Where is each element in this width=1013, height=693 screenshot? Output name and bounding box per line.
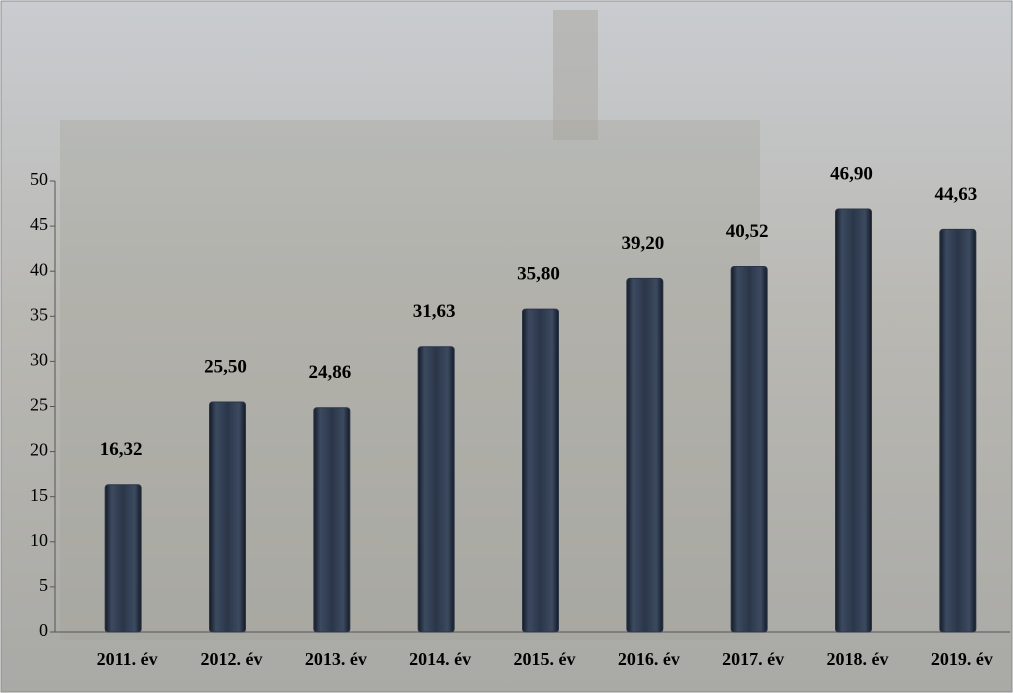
x-tick-label: 2016. év [618, 649, 680, 669]
value-label: 44,63 [934, 184, 977, 205]
y-tick-label: 0 [39, 620, 48, 640]
bar [940, 229, 976, 632]
bar [314, 408, 350, 632]
chimney-shade [553, 10, 598, 140]
y-tick-label: 20 [30, 440, 48, 460]
y-tick-label: 30 [30, 350, 48, 370]
value-label: 39,20 [621, 233, 664, 254]
x-tick-label: 2012. év [201, 649, 263, 669]
bar [731, 267, 767, 632]
value-label: 40,52 [726, 221, 769, 242]
bar [627, 278, 663, 632]
x-tick-label: 2017. év [722, 649, 784, 669]
x-tick-label: 2011. év [97, 649, 158, 669]
x-tick-label: 2018. év [827, 649, 889, 669]
x-tick-label: 2014. év [409, 649, 471, 669]
page: 0 5 10 15 20 25 30 35 40 45 50 2011. év 16,32 2012. é… [0, 0, 1013, 693]
value-label: 16,32 [100, 439, 143, 460]
value-label: 24,86 [308, 362, 351, 383]
bar [105, 485, 141, 632]
y-tick-label: 15 [30, 485, 48, 505]
bar [210, 402, 246, 632]
y-tick-label: 40 [30, 259, 48, 279]
y-tick-label: 35 [30, 304, 48, 324]
y-tick-label: 10 [30, 530, 48, 550]
x-tick-label: 2019. év [931, 649, 993, 669]
value-label: 46,90 [830, 163, 873, 184]
y-tick-label: 45 [30, 214, 48, 234]
y-tick-label: 25 [30, 395, 48, 415]
value-label: 31,63 [413, 301, 456, 322]
y-tick-label: 50 [30, 169, 48, 189]
chart: 0 5 10 15 20 25 30 35 40 45 50 2011. év 16,32 2012. é… [0, 0, 1013, 693]
bar [523, 309, 559, 632]
y-tick-label: 5 [39, 575, 48, 595]
value-label: 25,50 [204, 356, 247, 377]
bar [418, 347, 454, 632]
x-tick-label: 2015. év [514, 649, 576, 669]
x-tick-label: 2013. év [305, 649, 367, 669]
bar [836, 209, 872, 632]
value-label: 35,80 [517, 263, 560, 284]
